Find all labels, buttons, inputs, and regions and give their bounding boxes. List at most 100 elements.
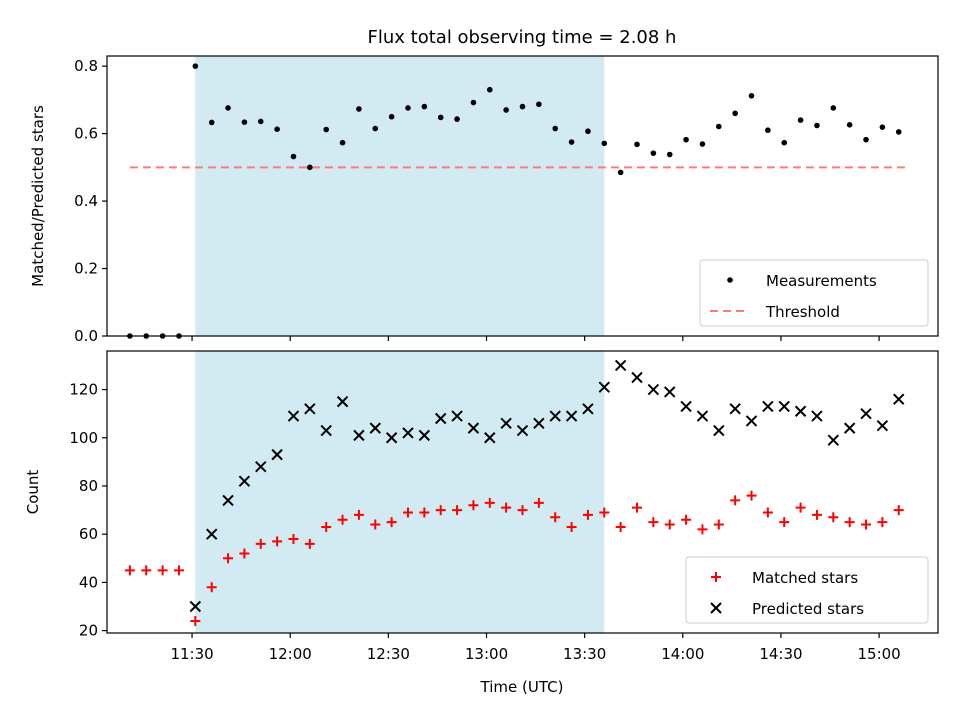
x-tick-label: 12:00 [269,645,312,663]
predicted-star-point [696,410,709,422]
y-axis-label: Count [24,470,42,515]
predicted-star-point [614,359,627,372]
matched-star-point [550,512,561,523]
x-tick-label: 13:30 [563,645,606,663]
plot-frame [106,55,939,337]
legend-label: Predicted stars [752,600,864,618]
predicted-star-point [336,395,349,408]
measurement-point [666,151,673,158]
predicted-star-point [631,371,643,384]
predicted-star-point [729,403,741,415]
predicted-star-point [205,528,218,540]
matched-star-point [599,507,610,518]
predicted-star-point [893,393,905,405]
predicted-star-point [664,386,676,398]
matched-star-point [468,500,479,511]
matched-star-point [811,509,822,520]
matched-star-point [648,517,659,528]
predicted-star-point [794,405,807,417]
matched-star-point [681,514,692,525]
measurement-point [552,125,559,132]
matched-star-point [288,534,299,544]
measurement-point [339,139,346,146]
y-tick-label: 0.0 [74,327,98,345]
measurement-point [372,125,379,132]
legend-marker-measurements [727,277,733,283]
measurement-point [454,116,460,122]
measurement-point [830,105,837,111]
measurement-point [356,106,362,112]
legend-label: Matched stars [752,569,858,587]
predicted-star-point [533,417,545,430]
matched-star-point [435,505,446,516]
y-tick-label: 100 [69,429,98,447]
matched-star-point [795,502,806,513]
y-tick-label: 20 [79,622,98,640]
measurement-point [470,99,477,106]
matched-star-point [353,509,364,520]
matched-star-point [893,505,904,516]
matched-star-point [517,505,528,516]
predicted-star-point [189,600,202,613]
matched-star-point [779,517,790,528]
predicted-star-point [827,434,840,446]
matched-star-point [272,536,283,547]
predicted-star-point [598,381,610,393]
matched-star-point [501,502,512,513]
predicted-star-point [353,429,365,442]
measurement-point [290,153,297,160]
measurement-point [814,122,820,129]
matched-star-point [173,565,184,576]
plot-frame [106,350,939,634]
predicted-star-point [271,448,283,461]
predicted-star-point [500,417,512,430]
matched-star-point [615,521,626,532]
measurement-point [699,141,706,147]
predicted-star-point [647,383,660,396]
measurement-point [307,164,313,171]
measurement-point [797,117,804,123]
predicted-star-point [876,420,889,432]
measurement-point [568,139,575,145]
matched-star-point [762,507,773,518]
matched-star-point [632,502,643,513]
measurement-point [241,119,248,125]
legend-box [685,556,929,624]
measurement-point [225,105,231,111]
matched-star-point [206,582,217,593]
measurement-point [437,114,444,121]
matched-star-point [370,519,381,530]
predicted-star-point [745,415,758,427]
matched-star-point [844,517,855,528]
y-tick-label: 60 [79,525,98,543]
observing-window-shade [195,56,605,336]
matched-star-point [141,565,152,576]
measurement-point [421,103,428,110]
measurement-point [846,122,853,128]
matched-star-point [861,519,872,530]
predicted-star-point [435,412,447,425]
measurement-point [536,101,542,108]
measurement-point [323,126,330,133]
matched-star-point [452,505,463,516]
measurement-point [192,63,199,69]
matched-star-point [828,512,839,523]
matched-star-point [697,524,708,535]
predicted-star-point [304,403,316,415]
matched-star-point [402,507,413,518]
y-tick-label: 120 [69,381,98,399]
x-axis-label: Time (UTC) [480,678,564,696]
x-tick-label: 14:00 [661,645,704,663]
predicted-star-point [467,422,480,434]
predicted-star-point [680,400,692,413]
measurement-point [715,123,722,130]
measurement-point [617,169,624,176]
measurement-point [732,110,738,117]
x-tick-label: 13:00 [465,645,508,663]
predicted-star-point [385,432,398,444]
x-tick-label: 15:00 [857,645,900,663]
predicted-star-point [287,410,300,422]
measurement-point [765,127,771,134]
matched-star-point [239,548,250,559]
matched-star-point [386,517,397,528]
